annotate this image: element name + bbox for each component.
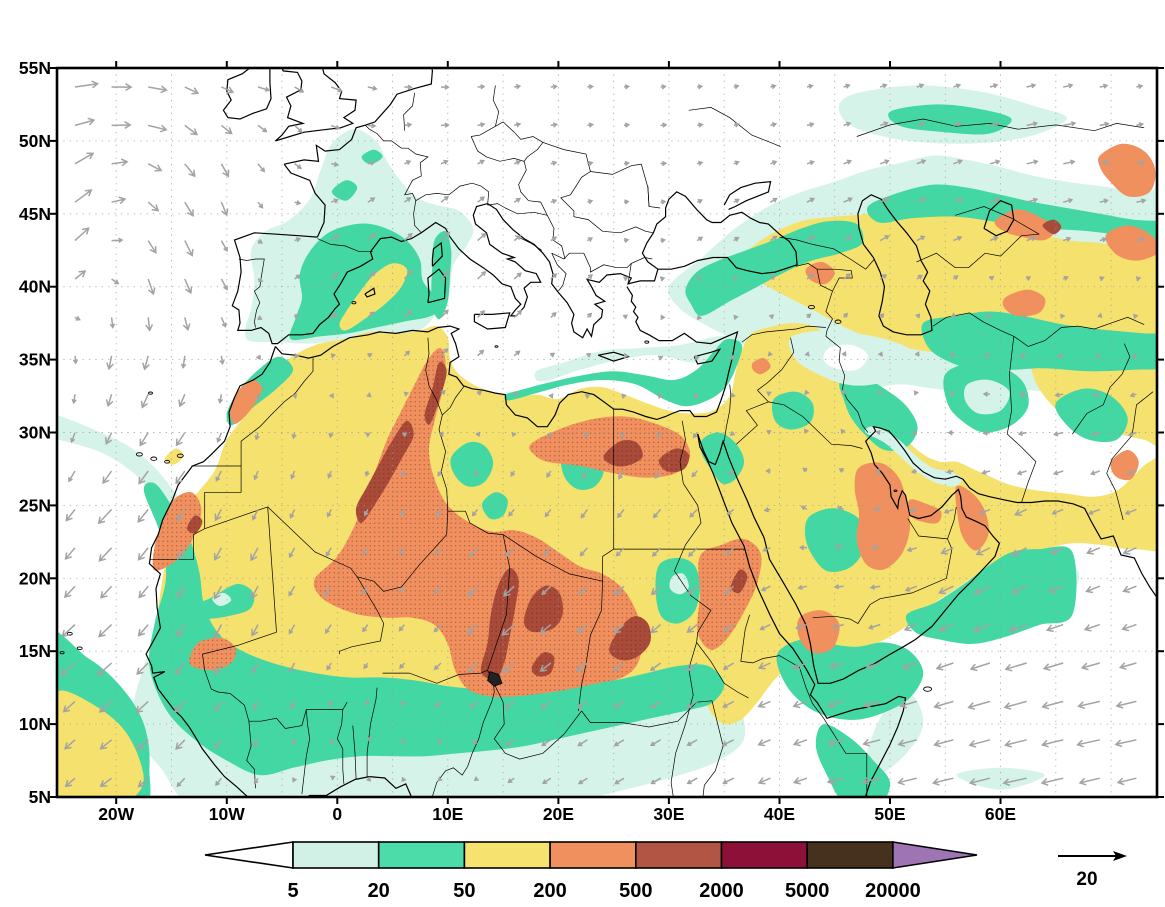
lat-label: 45N: [19, 204, 51, 224]
lat-label: 25N: [19, 495, 51, 515]
lat-label: 15N: [19, 641, 51, 661]
lon-label: 10E: [432, 804, 463, 824]
lon-label: 50E: [874, 804, 905, 824]
lon-label: 60E: [985, 804, 1016, 824]
colorbar-label: 5000: [785, 880, 830, 902]
lon-label: 30E: [653, 804, 684, 824]
colorbar-label: 50: [453, 880, 475, 902]
colorbar-label: 500: [619, 880, 652, 902]
lon-label: 10W: [209, 804, 245, 824]
lon-label: 20W: [98, 804, 134, 824]
coastline-layer: [59, 68, 1157, 797]
wind-reference-value: 20: [1076, 869, 1097, 890]
lat-label: 20N: [19, 568, 51, 588]
axis-labels: 55N 50N 45N 40N 35N 30N 25N 20N 15N 10N 5N 20W 10W 0 1…: [19, 58, 1016, 824]
lat-label: 55N: [19, 58, 51, 78]
lat-label: 10N: [19, 714, 51, 734]
lat-label: 50N: [19, 131, 51, 151]
colorbar: 5 20 50 200 500 2000 5000 20000: [204, 841, 978, 902]
colorbar-label: 200: [533, 880, 566, 902]
lat-label: 5N: [29, 787, 51, 807]
colorbar-label: 5: [287, 880, 298, 902]
lat-label: 35N: [19, 350, 51, 370]
colorbar-label: 2000: [699, 880, 744, 902]
colorbar-label: 20: [368, 880, 390, 902]
axis-ticks: [50, 61, 1164, 804]
lon-label: 20E: [543, 804, 574, 824]
lon-label: 0: [332, 804, 342, 824]
lat-label: 30N: [19, 423, 51, 443]
wind-arrow-layer: [60, 80, 1147, 788]
lat-label: 40N: [19, 277, 51, 297]
wind-reference-legend: 20: [1058, 851, 1127, 890]
dust-field-layer: [57, 85, 1157, 797]
lon-label: 40E: [764, 804, 795, 824]
colorbar-label: 20000: [865, 880, 921, 902]
